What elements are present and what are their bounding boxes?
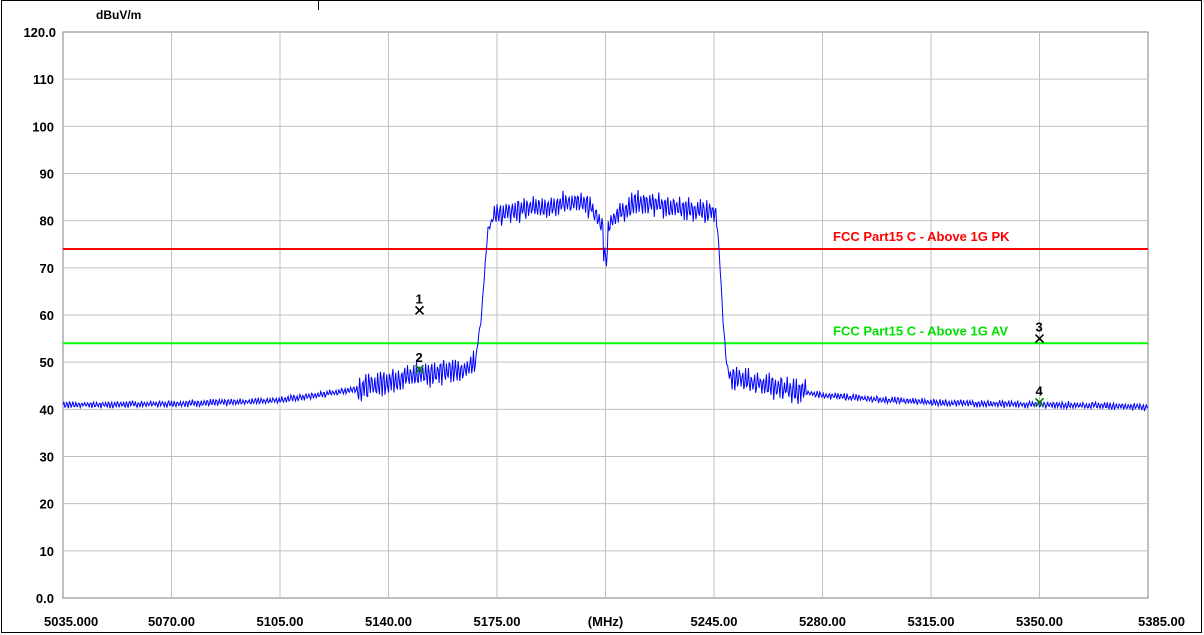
y-tick-label: 90 [40,167,54,182]
marker-label: 1 [416,291,423,306]
y-tick-label: 80 [40,214,54,229]
y-tick-label: 10 [40,544,54,559]
x-tick-label: 5315.00 [908,614,955,629]
marker-layer: 1 2 3 4 [414,291,1045,407]
x-tick-label: 5245.00 [691,614,738,629]
x-tick-labels: 5035.000 5070.00 5105.00 5140.00 5175.00 (MHz… [44,614,1185,629]
y-tick-label: 100 [32,119,54,134]
series-layer [62,189,1149,413]
marker-x [1034,397,1045,407]
frame-top-divider [318,0,319,10]
limit-lines: FCC Part15 C - Above 1G PK FCC Part15 C -… [63,229,1148,345]
spectrum-trace [62,189,1149,413]
x-tick-label: 5035.000 [44,614,98,629]
y-tick-label: 110 [33,72,54,87]
limit-line-label: FCC Part15 C - Above 1G PK [833,229,1010,244]
y-tick-label: 70 [40,261,54,276]
x-tick-label: 5175.00 [474,614,521,629]
marker-label: 4 [1036,383,1044,398]
x-tick-label: (MHz) [588,614,623,629]
x-tick-label: 5140.00 [365,614,412,629]
x-tick-label: 5280.00 [799,614,846,629]
marker-x [1034,334,1045,344]
y-tick-label: 40 [40,402,54,417]
grid-lines [63,32,1148,598]
y-tick-label: 30 [40,450,54,465]
y-tick-label: 0.0 [36,591,54,606]
y-tick-label: 20 [40,497,54,512]
y-tick-label: 60 [40,308,54,323]
x-tick-label: 5070.00 [148,614,195,629]
marker-label: 3 [1036,320,1043,335]
limit-line-label: FCC Part15 C - Above 1G AV [833,323,1008,338]
y-axis-unit-label: dBuV/m [96,8,141,22]
marker-x [414,305,425,315]
marker-label: 2 [416,350,423,365]
y-tick-label: 50 [40,355,54,370]
x-tick-label: 5105.00 [257,614,304,629]
x-tick-label: 5385.00 [1138,614,1185,629]
y-tick-labels: 120.0 110 100 90 80 70 60 50 40 30 20 10 0.0 [23,25,56,606]
marker-x [414,364,425,374]
x-tick-label: 5350.00 [1016,614,1063,629]
y-tick-label: 120.0 [23,25,56,40]
